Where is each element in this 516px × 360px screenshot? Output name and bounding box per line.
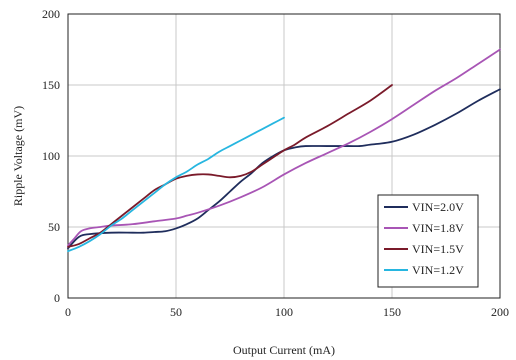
x-tick-label: 50 [170, 305, 182, 319]
x-tick-label: 200 [491, 305, 509, 319]
legend: VIN=2.0V VIN=1.8V VIN=1.5V VIN=1.2V [377, 194, 479, 288]
legend-label: VIN=1.8V [412, 221, 464, 235]
x-axis-title: Output Current (mA) [233, 343, 335, 357]
x-tick-label: 100 [275, 305, 293, 319]
x-tick-label: 0 [65, 305, 71, 319]
y-tick-label: 0 [54, 291, 60, 305]
x-tick-label: 150 [383, 305, 401, 319]
series-line-vin-1-2v [67, 116, 285, 253]
series-line-vin-1-8v [67, 48, 501, 247]
legend-label: VIN=1.5V [412, 242, 464, 256]
series-lines [67, 48, 501, 253]
x-axis-ticks: 0 50 100 150 200 [65, 305, 509, 319]
y-tick-label: 50 [48, 220, 60, 234]
legend-label: VIN=2.0V [412, 200, 464, 214]
legend-label: VIN=1.2V [412, 263, 464, 277]
legend-box [377, 194, 479, 288]
y-tick-label: 150 [42, 78, 60, 92]
y-tick-label: 100 [42, 149, 60, 163]
y-tick-label: 200 [42, 7, 60, 21]
plot-area-frame [67, 13, 501, 299]
series-line-vin-2-0v [67, 88, 501, 250]
series-line-vin-1-5v [67, 84, 393, 248]
y-axis-ticks: 0 50 100 150 200 [42, 7, 60, 305]
y-axis-title: Ripple Voltage (mV) [11, 106, 25, 206]
